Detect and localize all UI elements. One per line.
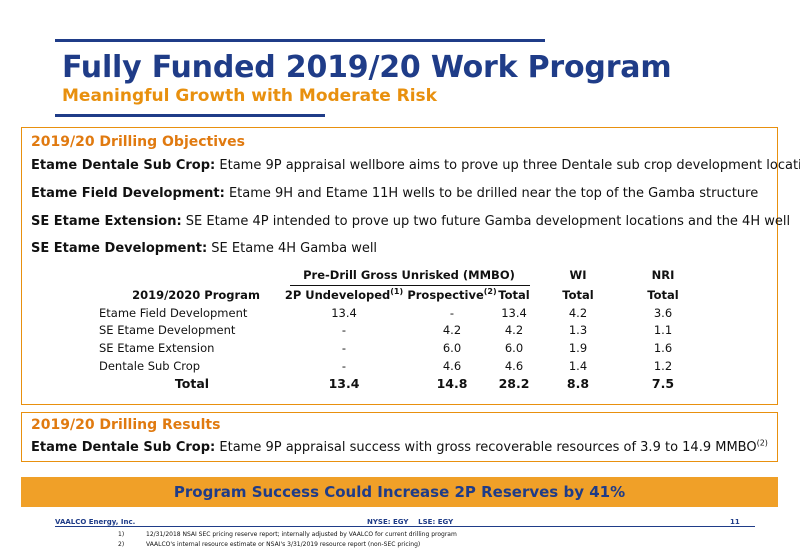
results-panel: 2019/20 Drilling Results Etame Dentale S… [21, 412, 778, 462]
col-2p-header: 2P Undeveloped(1) [284, 287, 404, 302]
row-wi: 1.9 [568, 341, 588, 355]
reserves-table: Pre-Drill Gross Unrisked (MMBO) WI NRI 2… [22, 128, 779, 406]
row-wi: 1.3 [568, 323, 588, 337]
group-header-underline [290, 285, 530, 286]
row-prospective: - [449, 306, 455, 320]
col-prospective-header: Prospective(2) [407, 287, 497, 302]
page-title: Fully Funded 2019/20 Work Program [62, 50, 672, 85]
group-header: Pre-Drill Gross Unrisked (MMBO) [303, 268, 515, 282]
row-wi: 1.4 [568, 359, 588, 373]
row-nri: 1.1 [653, 323, 673, 337]
page-number: 11 [730, 518, 740, 526]
objectives-panel: 2019/20 Drilling Objectives Etame Dental… [21, 127, 800, 406]
title-bottom-rule [55, 114, 325, 117]
footnote-number: 1) [118, 531, 125, 538]
objective-text: Etame 9P appraisal wellbore aims to prov… [215, 158, 800, 173]
wi-header: WI [569, 268, 587, 282]
footer-rule [55, 526, 755, 527]
row-total: 6.0 [504, 341, 524, 355]
title-top-rule [55, 39, 545, 42]
row-nri: 1.2 [653, 359, 673, 373]
footnote-number: 2) [118, 541, 125, 548]
objective-item: SE Etame Development: SE Etame 4H Gamba … [31, 241, 377, 256]
objective-item: Etame Field Development: Etame 9H and Et… [31, 186, 758, 201]
col-wi-total-header: Total [562, 288, 594, 302]
results-heading: 2019/20 Drilling Results [31, 417, 221, 433]
results-sup: (2) [756, 438, 768, 448]
results-label: Etame Dentale Sub Crop: [31, 440, 216, 455]
objective-text: SE Etame 4H Gamba well [207, 241, 378, 256]
row-program: SE Etame Extension [99, 341, 215, 355]
row-total: 4.6 [504, 359, 524, 373]
row-nri: 3.6 [653, 306, 673, 320]
page-subtitle: Meaningful Growth with Moderate Risk [62, 86, 437, 106]
row-wi: 4.2 [568, 306, 588, 320]
objective-label: SE Etame Development: [31, 241, 208, 256]
totals-wi: 8.8 [566, 376, 590, 391]
row-prospective: 4.2 [442, 323, 462, 337]
nri-header: NRI [651, 268, 675, 282]
footer-tickers: NYSE: EGY LSE: EGY [367, 518, 454, 526]
totals-nri: 7.5 [651, 376, 675, 391]
objective-text: Etame 9H and Etame 11H wells to be drill… [224, 186, 759, 201]
row-program: Etame Field Development [99, 306, 248, 320]
row-undeveloped: - [341, 341, 347, 355]
row-nri: 1.6 [653, 341, 673, 355]
row-undeveloped: 13.4 [331, 306, 357, 320]
results-item: Etame Dentale Sub Crop: Etame 9P apprais… [31, 438, 768, 455]
footnote-text: VAALCO's internal resource estimate or N… [146, 541, 421, 548]
objective-item: SE Etame Extension: SE Etame 4P intended… [31, 214, 790, 229]
row-total: 4.2 [504, 323, 524, 337]
row-undeveloped: - [341, 359, 347, 373]
row-program: Dentale Sub Crop [99, 359, 201, 373]
objective-item: Etame Dentale Sub Crop: Etame 9P apprais… [31, 158, 800, 173]
row-prospective: 6.0 [442, 341, 462, 355]
col-total-header: Total [498, 288, 530, 302]
totals-prospective: 14.8 [436, 376, 468, 391]
col-nri-total-header: Total [647, 288, 679, 302]
objective-label: SE Etame Extension: [31, 214, 182, 229]
totals-total: 28.2 [498, 376, 530, 391]
footer-company: VAALCO Energy, Inc. [55, 518, 136, 526]
results-text: Etame 9P appraisal success with gross re… [215, 440, 757, 455]
row-total: 13.4 [501, 306, 527, 320]
objectives-heading: 2019/20 Drilling Objectives [31, 134, 245, 150]
objective-text: SE Etame 4P intended to prove up two fut… [181, 214, 791, 229]
summary-banner: Program Success Could Increase 2P Reserv… [21, 477, 778, 507]
row-program: SE Etame Development [99, 323, 236, 337]
banner-text: Program Success Could Increase 2P Reserv… [173, 483, 626, 501]
col-program-header: 2019/2020 Program [132, 288, 260, 302]
totals-label: Total [174, 376, 210, 391]
objective-label: Etame Dentale Sub Crop: [31, 158, 216, 173]
footnote-text: 12/31/2018 NSAI SEC pricing reserve repo… [146, 531, 457, 538]
totals-undeveloped: 13.4 [328, 376, 360, 391]
row-undeveloped: - [341, 323, 347, 337]
objective-label: Etame Field Development: [31, 186, 225, 201]
row-prospective: 4.6 [442, 359, 462, 373]
